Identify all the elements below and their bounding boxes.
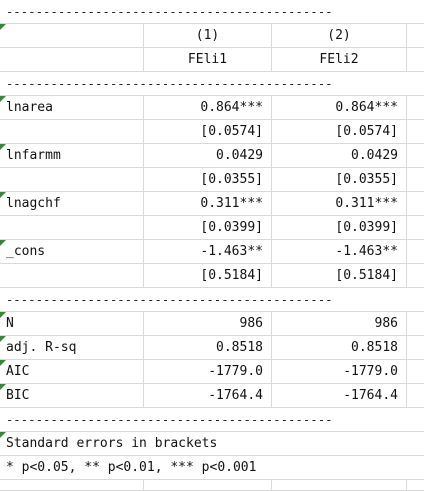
table-row: lnarea 0.864*** 0.864*** [0, 96, 424, 120]
blank-cell[interactable] [0, 264, 144, 288]
model-name-blank-cell[interactable] [0, 48, 144, 72]
separator-line[interactable]: ----------------------------------------… [0, 72, 424, 96]
blank-cell[interactable] [407, 480, 424, 491]
statistic-value-1[interactable]: -1779.0 [144, 360, 272, 384]
table-row: ----------------------------------------… [0, 408, 424, 432]
green-flag-icon [0, 312, 6, 318]
standard-error-cell-1[interactable]: [0.0399] [144, 216, 272, 240]
standard-error-cell-2[interactable]: [0.5184] [272, 264, 407, 288]
statistic-value-2[interactable]: -1764.4 [272, 384, 407, 408]
table-row: [0.0355] [0.0355] [0, 168, 424, 192]
green-flag-icon [0, 240, 6, 246]
table-row: FEli1 FEli2 [0, 48, 424, 72]
blank-cell[interactable] [407, 264, 424, 288]
coefficient-cell-2[interactable]: 0.0429 [272, 144, 407, 168]
green-flag-icon [0, 432, 6, 438]
table-row: adj. R-sq 0.8518 0.8518 [0, 336, 424, 360]
coefficient-cell-2[interactable]: 0.311*** [272, 192, 407, 216]
blank-cell[interactable] [407, 360, 424, 384]
separator-line[interactable]: ----------------------------------------… [0, 0, 424, 24]
table-row [0, 480, 424, 491]
variable-label[interactable]: _cons [0, 240, 144, 264]
statistic-label[interactable]: AIC [0, 360, 144, 384]
coefficient-cell-2[interactable]: 0.864*** [272, 96, 407, 120]
green-flag-icon [0, 360, 6, 366]
standard-error-cell-2[interactable]: [0.0355] [272, 168, 407, 192]
coefficient-cell-2[interactable]: -1.463** [272, 240, 407, 264]
table-row: [0.0399] [0.0399] [0, 216, 424, 240]
coefficient-cell-1[interactable]: -1.463** [144, 240, 272, 264]
green-flag-icon [0, 144, 6, 150]
standard-error-cell-1[interactable]: [0.5184] [144, 264, 272, 288]
standard-error-cell-2[interactable]: [0.0399] [272, 216, 407, 240]
statistic-value-2[interactable]: -1779.0 [272, 360, 407, 384]
green-flag-icon [0, 384, 6, 390]
blank-cell[interactable] [0, 120, 144, 144]
statistic-label[interactable]: N [0, 312, 144, 336]
blank-cell[interactable] [0, 216, 144, 240]
blank-cell[interactable] [0, 480, 144, 491]
green-flag-icon [0, 24, 6, 30]
statistic-label[interactable]: BIC [0, 384, 144, 408]
model-name-1[interactable]: FEli1 [144, 48, 272, 72]
blank-cell[interactable] [407, 120, 424, 144]
table-row: [0.0574] [0.0574] [0, 120, 424, 144]
blank-cell[interactable] [407, 240, 424, 264]
blank-cell[interactable] [0, 168, 144, 192]
blank-cell[interactable] [407, 24, 424, 48]
blank-cell[interactable] [407, 192, 424, 216]
table-row: AIC -1779.0 -1779.0 [0, 360, 424, 384]
coefficient-cell-1[interactable]: 0.864*** [144, 96, 272, 120]
blank-cell[interactable] [407, 336, 424, 360]
blank-cell[interactable] [407, 168, 424, 192]
blank-cell[interactable] [407, 312, 424, 336]
table-row: [0.5184] [0.5184] [0, 264, 424, 288]
table-row: _cons -1.463** -1.463** [0, 240, 424, 264]
statistic-value-2[interactable]: 986 [272, 312, 407, 336]
header-blank-cell[interactable] [0, 24, 144, 48]
blank-cell[interactable] [407, 48, 424, 72]
blank-cell[interactable] [407, 96, 424, 120]
table-row: BIC -1764.4 -1764.4 [0, 384, 424, 408]
footnote-standard-errors[interactable]: Standard errors in brackets [0, 432, 424, 456]
table-row: N 986 986 [0, 312, 424, 336]
blank-cell[interactable] [272, 480, 407, 491]
table-row: * p<0.05, ** p<0.01, *** p<0.001 [0, 456, 424, 480]
blank-cell[interactable] [407, 144, 424, 168]
blank-cell[interactable] [407, 384, 424, 408]
table-row: (1) (2) [0, 24, 424, 48]
footnote-significance[interactable]: * p<0.05, ** p<0.01, *** p<0.001 [0, 456, 424, 480]
variable-label[interactable]: lnfarmm [0, 144, 144, 168]
coefficient-cell-1[interactable]: 0.0429 [144, 144, 272, 168]
column-number-1[interactable]: (1) [144, 24, 272, 48]
standard-error-cell-1[interactable]: [0.0574] [144, 120, 272, 144]
green-flag-icon [0, 192, 6, 198]
blank-cell[interactable] [144, 480, 272, 491]
table-row: lnfarmm 0.0429 0.0429 [0, 144, 424, 168]
statistic-value-2[interactable]: 0.8518 [272, 336, 407, 360]
statistic-value-1[interactable]: 0.8518 [144, 336, 272, 360]
table-row: Standard errors in brackets [0, 432, 424, 456]
green-flag-icon [0, 96, 6, 102]
variable-label[interactable]: lnarea [0, 96, 144, 120]
green-flag-icon [0, 336, 6, 342]
table-row: ----------------------------------------… [0, 72, 424, 96]
coefficient-cell-1[interactable]: 0.311*** [144, 192, 272, 216]
statistic-value-1[interactable]: -1764.4 [144, 384, 272, 408]
separator-line[interactable]: ----------------------------------------… [0, 408, 424, 432]
separator-line[interactable]: ----------------------------------------… [0, 288, 424, 312]
table-row: ----------------------------------------… [0, 288, 424, 312]
statistic-value-1[interactable]: 986 [144, 312, 272, 336]
standard-error-cell-2[interactable]: [0.0574] [272, 120, 407, 144]
variable-label[interactable]: lnagchf [0, 192, 144, 216]
model-name-2[interactable]: FEli2 [272, 48, 407, 72]
table-row: lnagchf 0.311*** 0.311*** [0, 192, 424, 216]
standard-error-cell-1[interactable]: [0.0355] [144, 168, 272, 192]
column-number-2[interactable]: (2) [272, 24, 407, 48]
blank-cell[interactable] [407, 216, 424, 240]
statistic-label[interactable]: adj. R-sq [0, 336, 144, 360]
table-row: ----------------------------------------… [0, 0, 424, 24]
